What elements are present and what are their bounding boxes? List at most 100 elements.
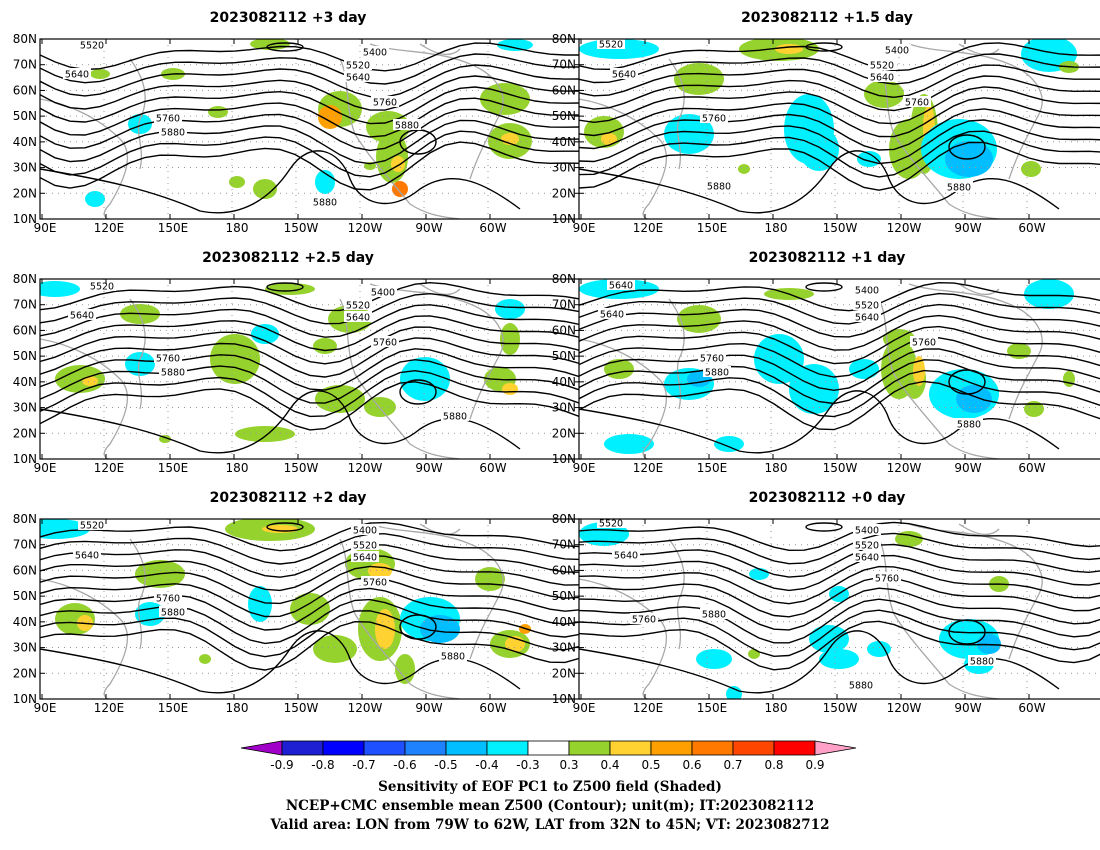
- contour-label: 5880: [443, 412, 467, 423]
- contour-label-background: [700, 112, 728, 123]
- colorbar-tick-label: 0.6: [682, 758, 701, 772]
- longitude-label: 180: [765, 221, 788, 235]
- latitude-label: 50N: [552, 109, 576, 123]
- latitude-label: 50N: [13, 109, 37, 123]
- z500-contour-line: [40, 337, 580, 378]
- z500-contour-line: [40, 554, 580, 592]
- contour-label: 5760: [363, 578, 387, 589]
- z500-closed-high: [399, 379, 437, 405]
- asia-coastline: [579, 98, 668, 219]
- shaded-region: [1024, 401, 1044, 417]
- z500-contour-line: [40, 598, 580, 645]
- shaded-region: [1063, 371, 1075, 387]
- east-asia-coastline: [129, 298, 146, 410]
- longitude-label: 120E: [633, 701, 664, 715]
- caption-line-1: Sensitivity of EOF PC1 to Z500 field (Sh…: [378, 779, 722, 795]
- shaded-region: [789, 364, 839, 414]
- shaded-region: [799, 127, 839, 171]
- longitude-label: 150E: [697, 701, 728, 715]
- graticule: [40, 39, 580, 219]
- longitude-label: 60W: [479, 701, 506, 715]
- contour-label-background: [371, 336, 399, 347]
- shaded-region: [199, 654, 211, 664]
- latitude-label: 50N: [13, 589, 37, 603]
- longitude-label: 150W: [823, 221, 858, 235]
- z500-contour-line: [579, 292, 1100, 325]
- z500-contours: [579, 42, 1100, 214]
- z500-contour-line: [579, 75, 1100, 112]
- longitude-label: 180: [226, 221, 249, 235]
- latitude-label: 20N: [13, 426, 37, 440]
- contour-label: 5400: [371, 288, 395, 299]
- latitude-label: 60N: [552, 563, 576, 577]
- coastlines: [40, 43, 504, 219]
- contour-label: 5880: [702, 610, 726, 621]
- colorbar-box: [486, 740, 529, 756]
- shaded-region: [85, 191, 105, 207]
- z500-contour-line: [40, 281, 580, 312]
- latitude-label: 10N: [552, 452, 576, 466]
- z500-contour-line: [40, 97, 580, 138]
- longitude-label: 60W: [1018, 221, 1045, 235]
- longitude-label: 120E: [94, 701, 125, 715]
- contour-label: 5640: [346, 313, 370, 324]
- contour-label: 5880: [970, 657, 994, 668]
- z500-contour-line: [40, 610, 580, 658]
- contour-label: 5880: [707, 182, 731, 193]
- colorbar-tick-label: -0.5: [434, 758, 457, 772]
- map-frame: [578, 38, 1100, 220]
- contour-label: 5640: [70, 311, 94, 322]
- z500-contour-line: [579, 281, 1100, 312]
- contour-label-background: [154, 352, 182, 363]
- contour-label-background: [369, 286, 397, 297]
- contour-label-background: [88, 280, 116, 291]
- contour-label: 5880: [161, 368, 185, 379]
- contour-label: 5880: [947, 183, 971, 194]
- panel-title: 2023082112 +2 day: [210, 490, 367, 506]
- shaded-region: [1024, 279, 1074, 309]
- latitude-label: 10N: [13, 452, 37, 466]
- z500-contour-line: [579, 325, 1100, 365]
- contour-label-background: [607, 279, 635, 290]
- colorbar-tick-label: 0.3: [559, 758, 578, 772]
- north-america-west-coastline: [339, 298, 461, 459]
- z500-contour-line: [579, 543, 1100, 578]
- north-america-west-coastline: [878, 58, 1000, 219]
- z500-contour-line: [579, 609, 1100, 658]
- shaded-region: [674, 63, 724, 95]
- z500-contour-line: [579, 314, 1100, 351]
- longitude-label: 90W: [415, 221, 442, 235]
- z500-contour-line: [40, 304, 580, 338]
- contour-label-background: [612, 549, 640, 560]
- contour-label: 5640: [65, 70, 89, 81]
- z500-contour-line: [40, 533, 580, 565]
- colorbar-box: [773, 740, 816, 756]
- z500-contour-line: [40, 576, 580, 618]
- latitude-label: 70N: [13, 538, 37, 552]
- panel-title: 2023082112 +2.5 day: [202, 250, 374, 266]
- contour-label: 5520: [599, 40, 623, 51]
- contour-label: 5640: [600, 310, 624, 321]
- z500-contour-line: [40, 369, 580, 418]
- shaded-region: [90, 69, 110, 79]
- shaded-region: [775, 44, 803, 54]
- shaded-region: [738, 164, 750, 174]
- contour-label-background: [361, 576, 389, 587]
- contour-label-background: [698, 352, 726, 363]
- longitude-label: 120W: [887, 701, 922, 715]
- colorbar-box: [691, 740, 734, 756]
- longitude-label: 120W: [348, 461, 383, 475]
- map-panel-4: 2023082112 +1 day 5640564054005520564057…: [552, 250, 1100, 475]
- z500-contour-5880: [40, 390, 521, 454]
- contour-label-background: [597, 39, 625, 49]
- z500-contour-line: [40, 64, 580, 98]
- contour-label-background: [883, 44, 911, 55]
- longitude-label: 90W: [415, 461, 442, 475]
- asia-coastline: [40, 578, 129, 699]
- contour-label: 5760: [373, 98, 397, 109]
- map-background: [579, 519, 1100, 699]
- z500-contour-line: [40, 587, 580, 631]
- colorbar-tick-label: 0.7: [723, 758, 742, 772]
